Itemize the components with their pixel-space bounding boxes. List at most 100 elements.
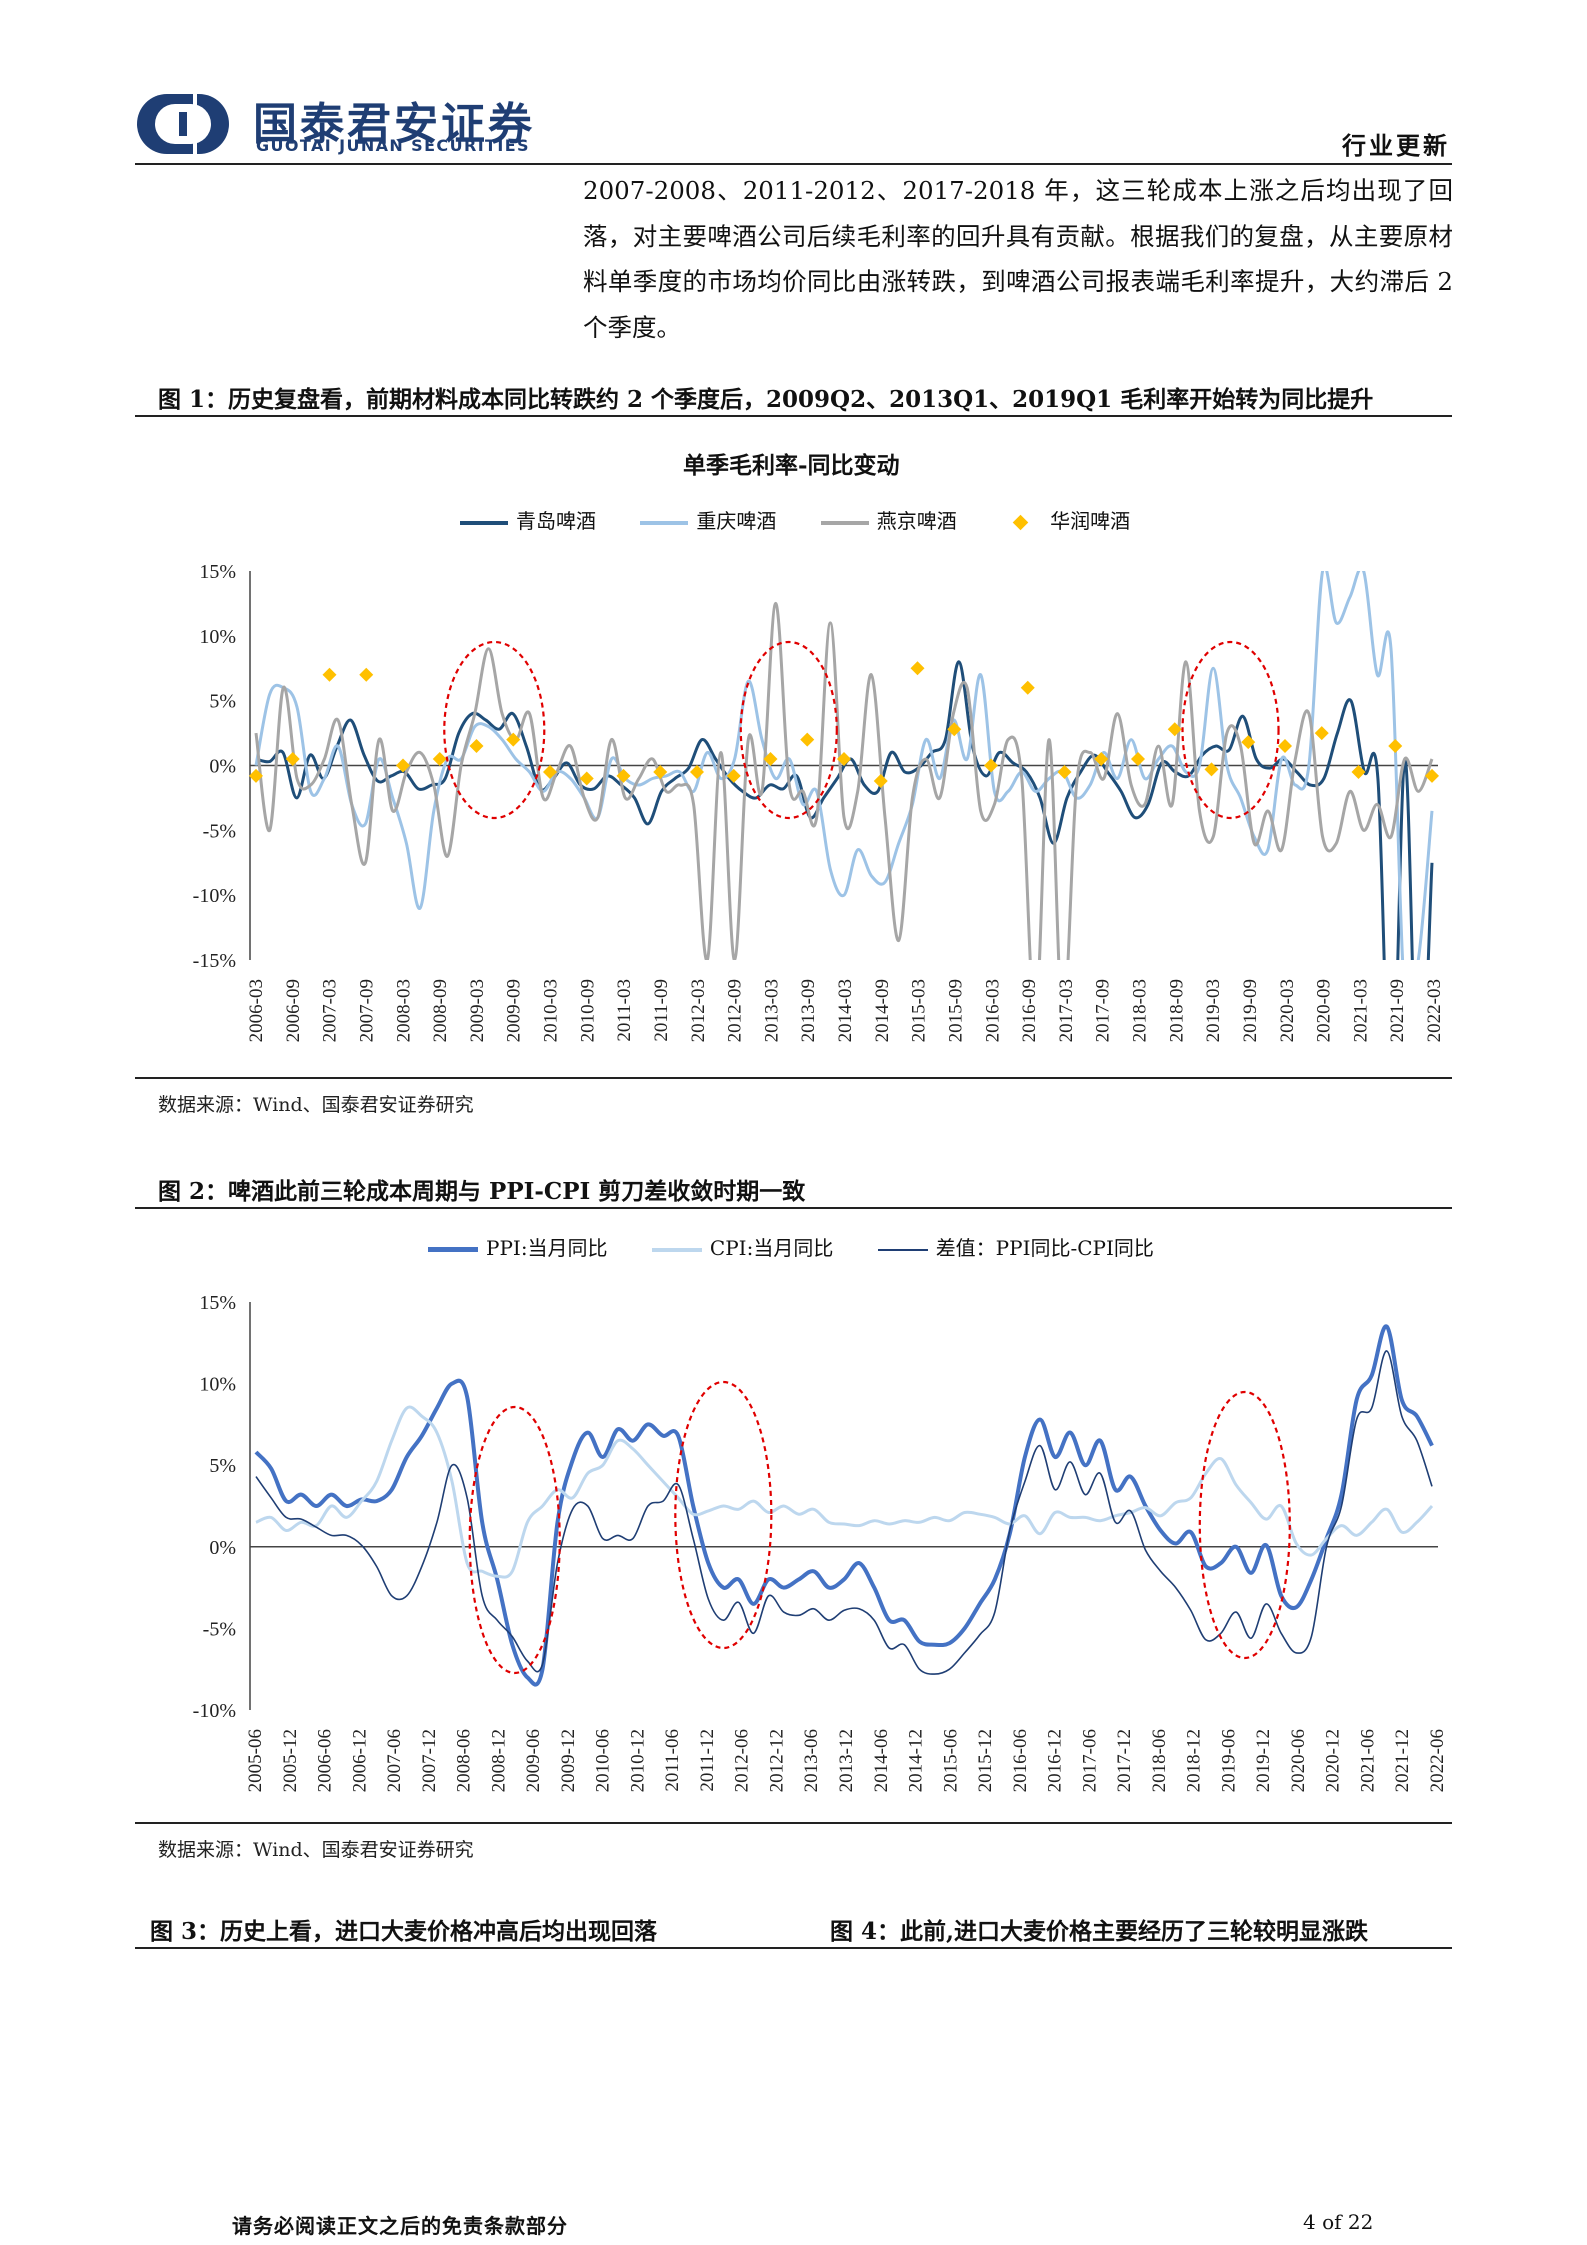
chart2-x-tick-label: 2007-12: [419, 1729, 440, 1792]
chart1-x-tick-label: 2020-09: [1314, 979, 1335, 1042]
chart1-series-3-point: [469, 739, 484, 754]
chart1-series-3-point: [359, 667, 374, 682]
chart1-x-tick-label: 2016-09: [1019, 979, 1040, 1042]
chart1-series-2-line: [254, 601, 1434, 960]
chart1-x-tick-label: 2009-03: [467, 979, 488, 1042]
chart1-x-tick-label: 2017-03: [1056, 979, 1077, 1042]
chart1-series-3-point: [653, 764, 668, 779]
chart1-series-3-point: [1131, 752, 1145, 767]
chart2-x-tick-label: 2018-06: [1149, 1729, 1170, 1792]
figure3-caption: 图 3：历史上看，进口大麦价格冲高后均出现回落: [150, 1918, 658, 1945]
legend2-label-0: PPI:当月同比: [486, 1236, 608, 1260]
chart1-x-tick-label: 2009-09: [504, 979, 525, 1042]
chart2-x-tick-label: 2014-06: [871, 1729, 892, 1792]
figure2-caption: 图 2：啤酒此前三轮成本周期与 PPI-CPI 剪刀差收敛时期一致: [158, 1178, 806, 1205]
chart2-y-tick-label: 0%: [209, 1537, 236, 1559]
chart2-x-tick-label: 2011-12: [697, 1729, 718, 1792]
chart2-x-tick-label: 2012-12: [766, 1729, 787, 1792]
chart1-series-3-point: [543, 764, 557, 779]
chart1-x-tick-label: 2011-09: [651, 979, 672, 1042]
chart1-x-tick-label: 2013-03: [761, 979, 782, 1042]
chart1-series-3-point: [616, 768, 631, 783]
legend1-label-2: 燕京啤酒: [876, 509, 957, 533]
chart1-x-tick-label: 2006-09: [283, 979, 304, 1042]
chart1-highlight-ellipse: [739, 640, 838, 820]
chart2-y-tick-label: -10%: [193, 1700, 236, 1722]
chart2-x-tick-label: 2009-06: [523, 1729, 544, 1792]
chart1-y-tick-label: -5%: [203, 820, 236, 842]
chart1-highlight-ellipse: [1181, 640, 1280, 820]
chart2-x-tick-label: 2013-06: [801, 1729, 822, 1792]
figure2-source: 数据来源：Wind、国泰君安证券研究: [158, 1839, 474, 1861]
chart2-series-2-line: [255, 1350, 1433, 1675]
chart1-series-3-point: [873, 774, 888, 789]
brand-name-cn: 国泰君安证券: [253, 99, 535, 150]
chart1-x-tick-label: 2013-09: [798, 979, 819, 1042]
chart1-series-3-point: [1314, 726, 1329, 741]
chart1-highlight-ellipse: [443, 640, 546, 820]
header-rule: [135, 163, 1452, 165]
chart1-x-tick-label: 2012-03: [688, 979, 709, 1042]
legend1-swatch-2: [820, 520, 869, 525]
figure2-bottom-rule: [135, 1822, 1452, 1824]
chart1-svg: 15% 10% 5% 0% -5% -10% -15% 2006-03 2006-09 2007-…: [193, 561, 1445, 1042]
chart1-x-tick-label: 2007-03: [320, 979, 341, 1042]
chart2-x-tick-label: 2017-12: [1114, 1729, 1135, 1792]
chart1-series-3-point: [432, 752, 447, 767]
legend1-label-0: 青岛啤酒: [516, 509, 596, 533]
chart2-x-tick-label: 2019-06: [1218, 1729, 1239, 1792]
chart1-series-3-point: [579, 771, 594, 786]
chart1-x-tick-label: 2022-03: [1424, 979, 1445, 1042]
chart2-x-tick-label: 2007-06: [384, 1729, 405, 1792]
legend2-label-2: 差值：PPI同比-CPI同比: [935, 1236, 1154, 1260]
chart2-x-tick-label: 2018-12: [1184, 1729, 1205, 1792]
chart1-series-3-point: [1020, 680, 1035, 695]
disclaimer-note: 请务必阅读正文之后的免责条款部分: [232, 2214, 568, 2238]
chart2-highlight-ellipse: [1198, 1390, 1291, 1660]
chart2-series-1-line: [255, 1405, 1434, 1579]
chart1-x-tick-label: 2010-09: [577, 979, 598, 1042]
section-tag: 行业更新: [1342, 131, 1450, 160]
chart1-series-3-point: [1388, 739, 1403, 754]
figure34-rule: [135, 1947, 1452, 1949]
chart1-y-tick-label: -15%: [193, 950, 236, 972]
figure1-top-rule: [135, 415, 1452, 417]
chart1-x-tick-label: 2020-03: [1277, 979, 1298, 1042]
chart1-x-tick-label: 2018-09: [1166, 979, 1187, 1042]
chart2-x-tick-label: 2009-12: [558, 1729, 579, 1792]
chart1-series-3-point: [837, 752, 851, 767]
chart1-series-3-point: [800, 732, 815, 747]
chart1-series-3-point: [506, 732, 521, 747]
chart2-x-tick-label: 2006-12: [349, 1729, 370, 1792]
chart1-series-3-point: [285, 752, 300, 767]
chart1-series-3-point: [690, 764, 704, 779]
chart1-series-3-point: [984, 758, 998, 773]
chart2-x-tick-label: 2012-06: [732, 1729, 753, 1792]
chart1-x-tick-label: 2008-03: [393, 979, 414, 1042]
chart2-x-tick-label: 2019-12: [1253, 1729, 1274, 1792]
page-number: 4 of 22: [1303, 2210, 1374, 2234]
chart1-legend: 青岛啤酒 重庆啤酒 燕京啤酒 华润啤酒: [460, 505, 1130, 534]
chart1-series-1-line: [254, 571, 1434, 960]
legend2-label-1: CPI:当月同比: [709, 1236, 834, 1260]
chart1-x-tick-label: 2017-09: [1093, 979, 1114, 1042]
legend1-swatch-3: [1012, 514, 1029, 531]
chart2-x-tick-label: 2015-12: [975, 1729, 996, 1792]
chart1-x-tick-label: 2012-09: [725, 979, 746, 1042]
chart1-series-3-point: [1278, 739, 1292, 754]
brand-name-en: GUOTAI JUNAN SECURITIES: [256, 136, 530, 155]
chart2-x-tick-label: 2020-12: [1323, 1729, 1344, 1792]
chart2-svg: 15% 10% 5% 0% -5% -10% 2005-06 2005-12 2006-06 20…: [193, 1292, 1448, 1792]
legend2-swatch-1: [651, 1247, 702, 1252]
chart2-x-tick-label: 2006-06: [315, 1729, 336, 1792]
chart1-series-3-point: [763, 752, 778, 767]
chart1-series-3-point: [1351, 764, 1366, 779]
chart2-x-tick-label: 2017-06: [1079, 1729, 1100, 1792]
chart1-x-tick-label: 2021-09: [1387, 979, 1408, 1042]
chart2-series-0-line: [254, 1324, 1434, 1687]
figure4-caption: 图 4：此前,进口大麦价格主要经历了三轮较明显涨跌: [830, 1918, 1369, 1945]
chart2-x-tick-label: 2008-06: [454, 1729, 475, 1792]
chart1-series-3-point: [1241, 735, 1256, 750]
chart1-x-tick-label: 2011-03: [614, 979, 635, 1042]
chart2-x-tick-label: 2016-06: [1010, 1729, 1031, 1792]
